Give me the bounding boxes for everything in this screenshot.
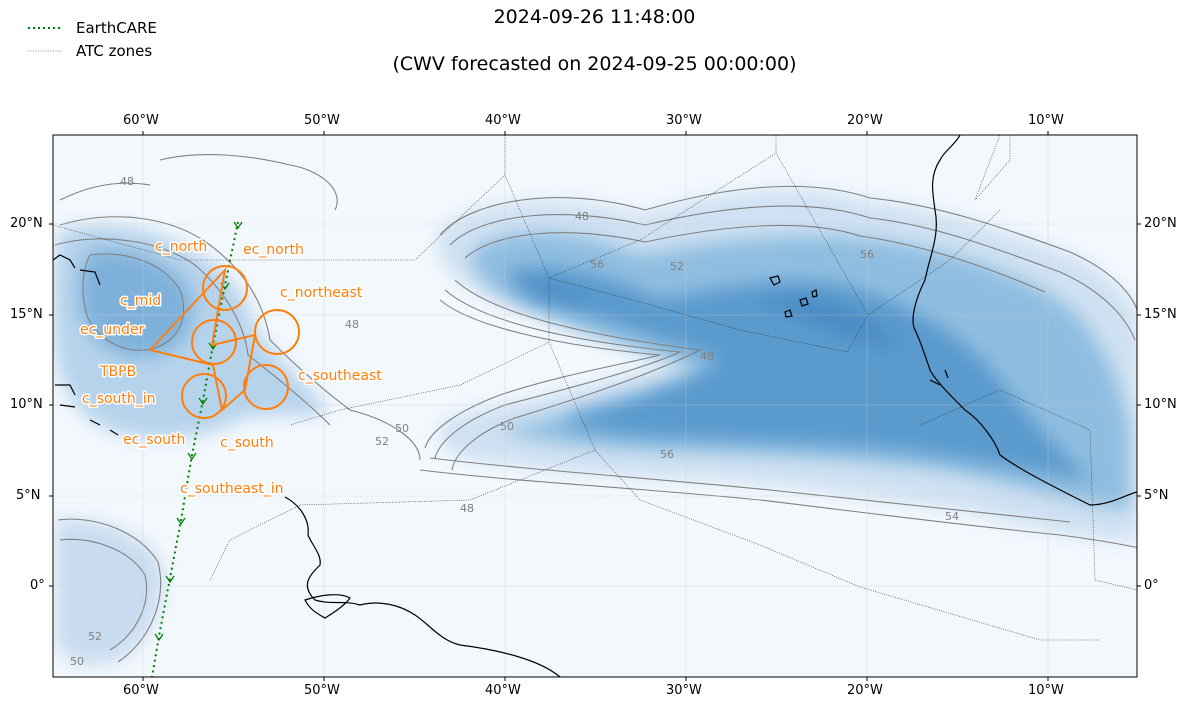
contour-label-48d: 48 [120,175,134,188]
flight-plan [149,265,300,419]
contour-label-52: 52 [670,260,684,273]
label-c-northeast: c_northeast [280,285,363,301]
x-tick-top-60w: 60°W [123,113,159,128]
map-title-forecast: (CWV forecasted on 2024-09-25 00:00:00) [392,53,797,75]
y-tick-right-10n: 10°N [1144,397,1177,412]
legend-item-atc-zones: ATC zones [28,39,157,62]
atc-zone-line-icon [28,50,62,51]
contour-label-56: 56 [590,258,604,271]
circle-c-north [202,265,248,311]
x-tick-top-20w: 20°W [847,113,883,128]
x-tick-bottom-60w: 60°W [123,683,159,698]
map-frame [52,134,1138,678]
x-tick-bottom-50w: 50°W [304,683,340,698]
legend-item-earthcare: EarthCARE [28,16,157,39]
gridlines [53,135,1137,677]
x-tick-bottom-10w: 10°W [1028,683,1064,698]
contour-labels: 48 50 52 54 56 48 56 56 48 52 50 48 50 5… [70,175,959,668]
contour-label-50: 50 [500,420,514,433]
y-tick-right-5n: 5°N [1144,488,1169,503]
tick-marks [49,131,1141,681]
earthcare-line-icon [28,26,62,29]
y-tick-right-20n: 20°N [1144,216,1177,231]
circle-c-mid [191,319,237,365]
label-tbpb: TBPB [99,364,136,380]
flight-labels: c_north ec_north c_mid c_northeast ec_un… [79,238,384,499]
label-c-south-in: c_south_in [82,391,156,407]
contour-label-50b: 50 [395,422,409,435]
contour-label-50c: 50 [70,655,84,668]
label-ec-south: ec_south [123,432,185,448]
legend-label-atc-zones: ATC zones [76,41,153,60]
x-tick-bottom-30w: 30°W [666,683,702,698]
legend-label-earthcare: EarthCARE [76,18,157,37]
contour-label-48e: 48 [345,318,359,331]
x-tick-bottom-20w: 20°W [847,683,883,698]
contour-label-48: 48 [575,210,589,223]
atc-zones [53,135,1137,641]
y-tick-left-10n: 10°N [10,397,43,412]
y-tick-left-5n: 5°N [16,488,41,503]
label-ec-under: ec_under [80,322,145,338]
x-tick-top-40w: 40°W [485,113,521,128]
y-tick-right-0: 0° [1144,578,1159,593]
x-tick-top-30w: 30°W [666,113,702,128]
contour-label-48b: 48 [460,502,474,515]
earthcare-direction-arrows [154,221,243,642]
contour-label-48c: 48 [700,350,714,363]
cwv-field [53,189,1137,665]
label-ec-north: ec_north [243,242,304,258]
map-title-time: 2024-09-26 11:48:00 [493,6,696,28]
contour-label-52c: 52 [88,630,102,643]
x-tick-bottom-40w: 40°W [485,683,521,698]
y-tick-left-0: 0° [30,578,45,593]
x-tick-top-50w: 50°W [304,113,340,128]
y-tick-right-15n: 15°N [1144,307,1177,322]
circle-c-southeast [243,364,289,410]
y-tick-left-20n: 20°N [10,216,43,231]
label-c-south: c_south [220,435,274,451]
cwv-contours [54,154,1137,663]
circle-c-south [181,373,227,419]
label-c-mid: c_mid [120,293,161,309]
legend: EarthCARE ATC zones [28,16,157,62]
earthcare-track [151,221,243,677]
y-tick-left-15n: 15°N [10,307,43,322]
label-c-southeast: c_southeast [298,368,382,384]
circle-c-northeast [254,309,300,355]
label-c-north: c_north [155,239,207,255]
label-c-southeast-in: c_southeast_in [180,481,284,497]
flight-legs [149,266,257,412]
contour-label-54: 54 [945,510,959,523]
contour-label-56c: 56 [660,448,674,461]
x-tick-top-10w: 10°W [1028,113,1064,128]
coastlines [53,135,1137,677]
contour-label-52b: 52 [375,435,389,448]
